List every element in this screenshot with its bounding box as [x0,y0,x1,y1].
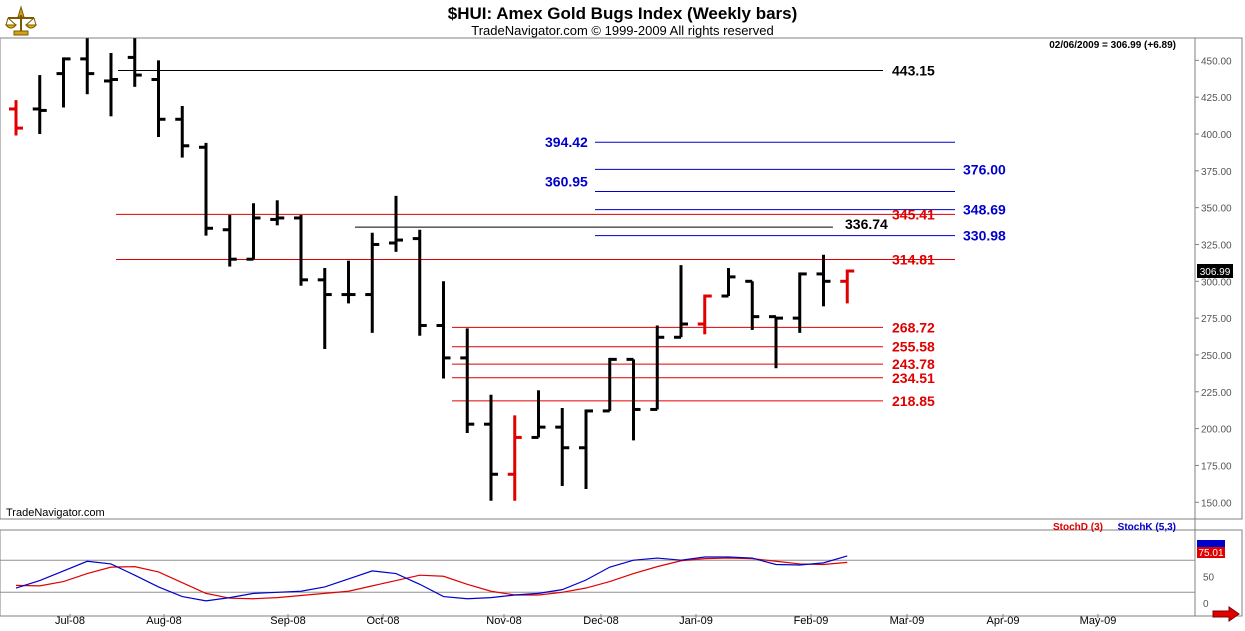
ohlc-bar [317,268,332,350]
ohlc-bar [175,106,190,158]
ohlc-bar [555,407,570,487]
stochk-line [15,555,848,602]
level-label: 376.00 [963,161,1006,177]
ohlc-bar [840,269,855,304]
x-tick-label: Feb-09 [794,615,829,627]
price-tick-label: 275.00 [1201,314,1232,325]
status-readout: 02/06/2009 = 306.99 (+6.89) [1049,40,1176,51]
ohlc-bar [602,357,617,413]
x-tick-label: May-09 [1080,615,1117,627]
x-tick-label: Oct-08 [366,615,399,627]
level-label: 360.95 [545,174,588,190]
ohlc-bar [32,75,47,134]
price-tick-label: 450.00 [1201,56,1232,67]
ohlc-bar [745,279,760,330]
ohlc-bar [626,357,641,441]
level-label: 218.85 [892,393,935,409]
x-tick-label: Sep-08 [270,615,305,627]
ohlc-bar [436,281,451,379]
stochd-legend: StochD (3) [1053,522,1103,533]
ohlc-bar [579,409,593,489]
red-right-arrow-icon[interactable] [1211,606,1241,627]
price-tick-label: 400.00 [1201,130,1232,141]
ohlc-bar [721,268,736,298]
level-label: 243.78 [892,356,935,372]
stochastic-tick-label: 50 [1203,572,1215,583]
price-tick-label: 375.00 [1201,167,1232,178]
stochk-legend: StochK (5,3) [1118,522,1176,533]
price-pane-frame [0,37,1243,520]
price-tick-label: 200.00 [1201,425,1232,436]
price-tick-label: 175.00 [1201,461,1232,472]
x-tick-label: Jul-08 [55,615,85,627]
stochk-value-box [1197,540,1225,547]
stochastic-pane-frame [0,529,1243,617]
ohlc-bar [341,260,356,304]
ohlc-bar [9,100,23,136]
x-tick-label: Aug-08 [146,615,181,627]
gold-scale-logo-icon [3,3,39,39]
ohlc-bar [769,315,783,369]
stochd-value-box [1197,547,1225,558]
x-tick-label: Nov-08 [486,615,521,627]
level-label: 348.69 [963,202,1006,218]
level-label: 255.58 [892,339,935,355]
level-label: 234.51 [892,370,935,386]
stochd-value-label: 75.01 [1198,548,1223,559]
ohlc-bar [222,215,237,267]
chart-title: $HUI: Amex Gold Bugs Index (Weekly bars) [447,4,798,23]
x-tick-label: Jan-09 [679,615,713,627]
ohlc-bar [270,200,285,226]
level-label: 268.72 [892,319,935,335]
last-price-box [1197,264,1233,279]
level-label: 336.74 [845,216,888,232]
ohlc-bar [246,203,261,261]
ohlc-bar [484,394,498,501]
ohlc-bar [674,265,688,339]
price-tick-label: 150.00 [1201,498,1232,509]
ohlc-bar [650,325,665,411]
stochd-line [15,557,848,600]
ohlc-bar [365,232,380,333]
ohlc-bar [460,328,475,434]
price-tick-label: 350.00 [1201,204,1232,215]
ohlc-bar [816,254,831,307]
ohlc-bar [294,215,308,286]
level-label: 314.81 [892,251,935,267]
price-tick-label: 225.00 [1201,388,1232,399]
last-price-label: 306.99 [1200,267,1231,278]
ohlc-bar [199,142,213,236]
price-tick-label: 425.00 [1201,93,1232,104]
ohlc-bar [792,272,807,333]
ohlc-bar [507,415,522,501]
x-tick-label: Apr-09 [986,615,1019,627]
stochastic-tick-label: 0 [1203,599,1209,610]
price-tick-label: 300.00 [1201,277,1232,288]
chart-subtitle: TradeNavigator.com © 1999-2009 All right… [471,23,774,38]
level-label: 345.41 [892,206,935,222]
price-tick-label: 250.00 [1201,351,1232,362]
level-label: 443.15 [892,62,935,78]
ohlc-bar [127,38,142,87]
ohlc-bar [389,195,403,252]
x-tick-label: Mar-09 [890,615,925,627]
ohlc-bar [80,38,95,95]
watermark-label: TradeNavigator.com [6,507,105,519]
level-label: 394.42 [545,134,588,150]
ohlc-bar [531,390,546,439]
ohlc-bar [697,294,712,335]
ohlc-bar [104,52,118,117]
price-tick-label: 325.00 [1201,240,1232,251]
ohlc-bar [56,57,71,108]
ohlc-bar [151,60,166,137]
level-label: 330.98 [963,228,1006,244]
ohlc-bar [412,229,427,336]
x-tick-label: Dec-08 [583,615,618,627]
